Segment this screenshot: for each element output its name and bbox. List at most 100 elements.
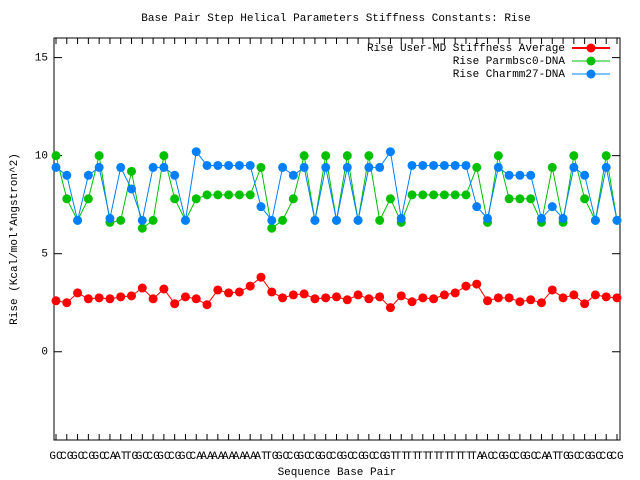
data-point xyxy=(407,190,417,200)
data-point xyxy=(256,202,266,212)
data-point xyxy=(137,215,147,225)
data-point xyxy=(332,292,341,302)
data-point xyxy=(62,298,72,308)
data-point xyxy=(234,287,244,297)
data-point xyxy=(364,151,374,161)
data-point xyxy=(536,213,546,223)
x-tick-label: TT xyxy=(449,451,463,463)
data-point xyxy=(429,294,439,304)
data-point xyxy=(493,293,503,303)
data-point xyxy=(213,285,223,295)
y-axis-label: Rise (Kcal/mol*Angstron^2) xyxy=(9,153,21,325)
data-point xyxy=(375,292,385,302)
data-point xyxy=(590,290,600,300)
data-point xyxy=(472,162,482,172)
data-point xyxy=(396,213,406,223)
data-point xyxy=(526,170,536,180)
data-point xyxy=(267,287,277,297)
y-tick-label: 0 xyxy=(41,347,48,359)
x-tick-label: TG xyxy=(556,451,569,463)
data-point xyxy=(450,190,460,200)
x-tick-label: CA xyxy=(190,451,204,463)
data-point xyxy=(493,151,503,161)
data-point xyxy=(461,160,471,170)
data-point xyxy=(83,194,93,204)
data-point xyxy=(159,151,169,161)
data-point xyxy=(450,160,460,170)
data-point xyxy=(364,294,374,304)
y-tick-label: 10 xyxy=(35,151,48,163)
data-point xyxy=(127,166,137,176)
data-point xyxy=(375,215,385,225)
data-point xyxy=(213,190,223,200)
data-point xyxy=(310,215,320,225)
data-point xyxy=(483,296,493,306)
data-point xyxy=(590,215,600,225)
data-point xyxy=(601,162,611,172)
data-point xyxy=(580,194,590,204)
data-point xyxy=(148,162,158,172)
data-point xyxy=(83,170,93,180)
data-point xyxy=(288,170,298,180)
data-point xyxy=(278,215,288,225)
data-point xyxy=(342,162,352,172)
y-tick-label: 15 xyxy=(35,53,48,65)
data-point xyxy=(504,194,514,204)
data-point xyxy=(127,291,137,301)
data-point xyxy=(342,295,352,305)
x-tick-label: TT xyxy=(438,451,452,463)
data-point xyxy=(267,223,277,233)
data-point xyxy=(137,283,147,293)
data-point xyxy=(461,190,471,200)
data-point xyxy=(148,215,158,225)
x-tick-label: GC xyxy=(298,451,312,463)
data-point xyxy=(159,284,169,294)
x-tick-label: CG xyxy=(82,451,95,463)
data-point xyxy=(321,162,331,172)
data-point xyxy=(224,160,234,170)
data-point xyxy=(170,194,180,204)
x-tick-label: TA xyxy=(470,451,484,463)
data-point xyxy=(288,290,298,300)
data-point xyxy=(256,162,266,172)
data-point xyxy=(202,300,212,310)
data-point xyxy=(439,160,449,170)
data-point xyxy=(375,162,385,172)
legend-marker xyxy=(586,56,596,66)
data-point xyxy=(62,194,72,204)
chart-title: Base Pair Step Helical Parameters Stiffn… xyxy=(141,13,530,25)
data-point xyxy=(461,281,471,291)
data-point xyxy=(299,162,309,172)
x-tick-label: GT xyxy=(384,451,398,463)
x-tick-label: AT xyxy=(546,451,560,463)
data-point xyxy=(245,160,255,170)
data-point xyxy=(515,170,525,180)
data-point xyxy=(407,297,417,307)
data-point xyxy=(180,292,190,302)
data-point xyxy=(278,162,288,172)
x-tick-label: GC xyxy=(49,451,63,463)
data-point xyxy=(245,281,255,291)
x-tick-label: CG xyxy=(330,451,343,463)
data-point xyxy=(547,202,557,212)
data-point xyxy=(515,297,525,307)
x-tick-label: GC xyxy=(567,451,581,463)
data-point xyxy=(547,285,557,295)
x-tick-label: CG xyxy=(600,451,613,463)
data-point xyxy=(94,162,104,172)
data-point xyxy=(418,160,428,170)
data-point xyxy=(504,170,514,180)
data-point xyxy=(51,151,61,161)
data-point xyxy=(105,294,115,304)
data-point xyxy=(472,202,482,212)
legend-marker xyxy=(586,43,596,53)
data-point xyxy=(612,215,622,225)
data-point xyxy=(321,151,331,161)
data-point xyxy=(278,293,288,303)
x-tick-label: GC xyxy=(136,451,150,463)
data-point xyxy=(396,291,406,301)
x-tick-label: CG xyxy=(168,451,181,463)
x-tick-label: TT xyxy=(459,451,473,463)
data-point xyxy=(83,294,93,304)
data-point xyxy=(472,279,482,289)
